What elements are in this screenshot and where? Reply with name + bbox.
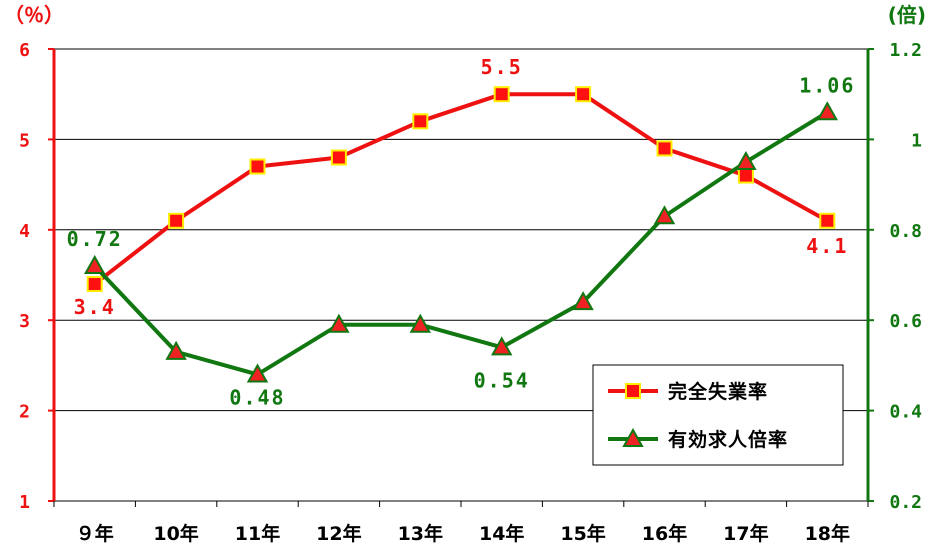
right-axis-tick-label: 1.2 <box>889 40 922 61</box>
x-axis-tick-label: 15年 <box>560 522 605 545</box>
right-axis-tick-label: 1 <box>911 130 922 151</box>
x-axis-tick-label: 16年 <box>642 522 687 545</box>
data-label: 0.72 <box>67 227 123 251</box>
data-label: 1.06 <box>799 73 855 97</box>
x-axis-tick-label: 13年 <box>398 522 443 545</box>
series-point <box>330 149 347 166</box>
data-label: 0.48 <box>229 385 285 409</box>
right-axis-tick-label: 0.8 <box>889 221 922 242</box>
legend-marker <box>625 383 641 399</box>
left-axis-tick-label: 5 <box>19 130 30 151</box>
left-axis-unit-label: （％） <box>4 3 64 27</box>
series-line <box>93 92 829 286</box>
series-point <box>409 313 432 333</box>
x-axis-tick-label: 18年 <box>805 522 850 545</box>
data-label: 4.1 <box>806 234 848 258</box>
x-axis-tick-label: 10年 <box>153 522 198 545</box>
data-labels: 3.4 5.5 4.1 0.72 0.48 0.54 1.06 <box>67 55 855 409</box>
series-point <box>735 150 757 170</box>
left-axis-tick-label: 6 <box>19 40 30 61</box>
series-point <box>328 313 350 333</box>
left-axis-tick-label: 4 <box>19 221 30 242</box>
right-axis-unit-label: (倍) <box>888 3 926 27</box>
series-layer <box>83 86 839 383</box>
series-line <box>93 110 829 377</box>
series-point <box>819 212 836 229</box>
series-point <box>165 340 187 360</box>
series-point <box>490 336 513 356</box>
x-axis-tick-label: 12年 <box>316 522 361 545</box>
series-point <box>83 254 106 274</box>
series-point <box>816 101 839 121</box>
legend-label: 完全失業率 <box>668 380 768 403</box>
series-point <box>737 167 754 184</box>
left-axis-tick-label: 2 <box>19 402 30 423</box>
x-axis-tick-label: 14年 <box>479 522 524 545</box>
x-axis-tick-label: 11年 <box>235 522 280 545</box>
series-point <box>653 205 676 225</box>
series-point <box>246 363 269 383</box>
series-point <box>656 140 673 157</box>
x-axis-tick-label: ９年 <box>76 522 114 545</box>
x-axis-tick-label: 17年 <box>723 522 768 545</box>
series-point <box>168 212 185 229</box>
legend-box <box>592 364 844 466</box>
axes: 1 2 3 4 5 6 （％） 0.2 0.4 0.6 0.8 1 1.2 (倍) ９年 10年 11年 12年 1… <box>4 3 926 545</box>
series-point <box>575 86 592 103</box>
series-point <box>572 291 594 311</box>
series-point <box>249 158 266 175</box>
right-axis-tick-label: 0.2 <box>889 492 922 513</box>
series-point <box>412 113 429 130</box>
data-label: 5.5 <box>481 55 523 79</box>
legend-label: 有効求人倍率 <box>668 428 788 451</box>
right-axis-tick-label: 0.4 <box>889 402 922 423</box>
series-point <box>86 276 103 293</box>
series-point <box>493 86 510 103</box>
data-label: 0.54 <box>474 368 530 392</box>
legend-marker <box>622 427 644 447</box>
data-label: 3.4 <box>74 295 116 319</box>
left-axis-tick-label: 3 <box>19 311 30 332</box>
right-axis-tick-label: 0.6 <box>889 311 922 332</box>
left-axis-tick-label: 1 <box>19 492 30 513</box>
